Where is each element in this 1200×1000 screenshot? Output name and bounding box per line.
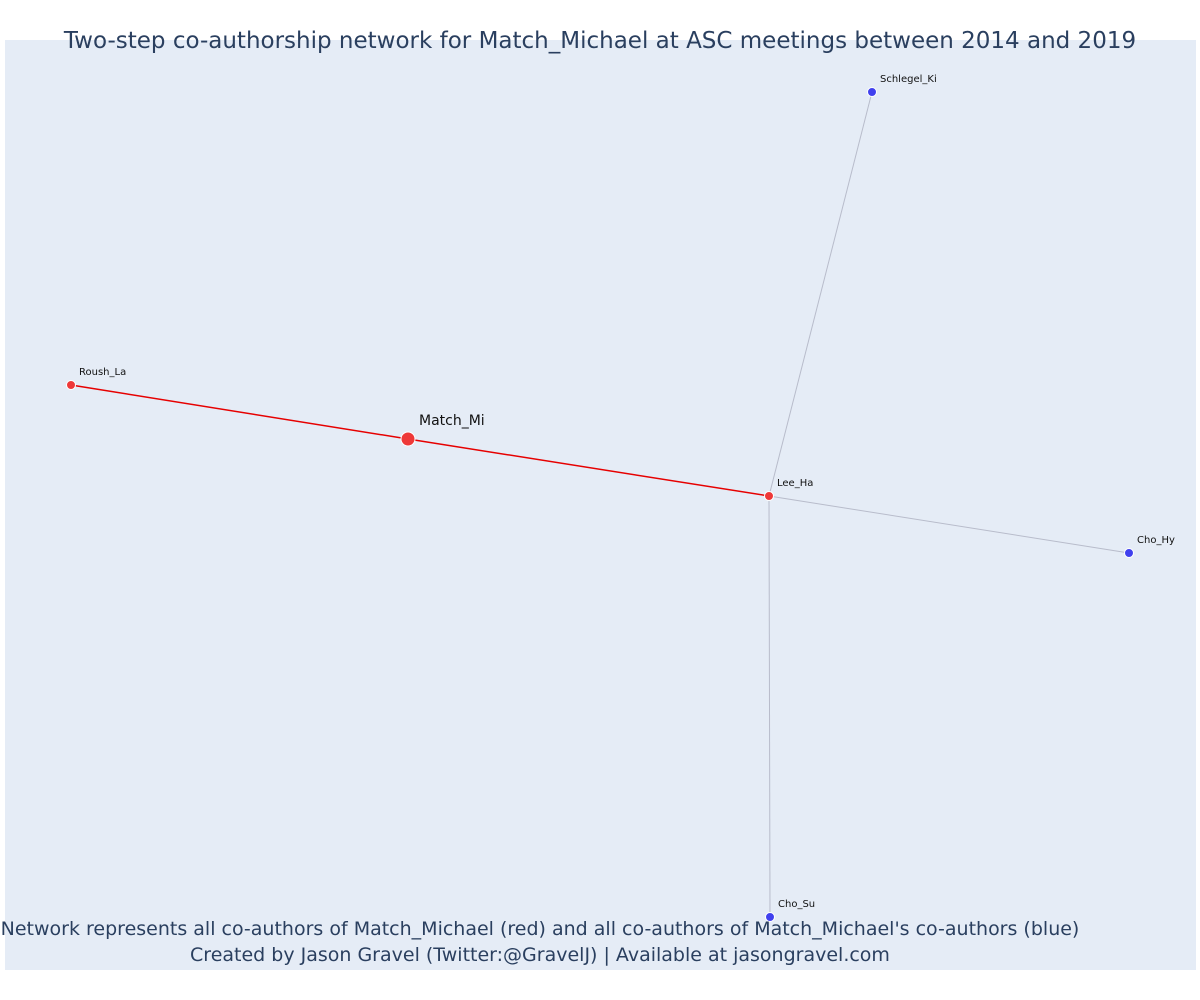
caption-line-2: Created by Jason Gravel (Twitter:@Gravel… [190,944,890,966]
edges-layer [70,91,1130,918]
diagram-title: Two-step co-authorship network for Match… [63,28,1137,54]
edge-Lee_Ha-Schlegel_Ki [768,91,873,497]
node-Cho_Hy[interactable] [1124,548,1134,558]
node-Match_Mi[interactable] [400,431,416,447]
node-Cho_Su[interactable] [765,912,775,922]
node-Roush_La[interactable] [66,380,76,390]
plot-area [5,40,1196,970]
edge-Roush_La-Match_Mi [70,384,409,440]
node-label-Lee_Ha: Lee_Ha [777,478,813,489]
node-label-Cho_Su: Cho_Su [778,899,815,910]
edge-Lee_Ha-Cho_Su [768,495,771,918]
labels-layer: Match_Mi Roush_La Lee_Ha Schlegel_Ki Cho_Hy C… [79,74,1175,910]
node-Schlegel_Ki[interactable] [867,87,877,97]
node-label-Schlegel_Ki: Schlegel_Ki [880,74,937,85]
node-Lee_Ha[interactable] [764,491,774,501]
caption-line-1: Network represents all co-authors of Mat… [0,918,1080,940]
nodes-layer [66,87,1134,922]
node-label-Cho_Hy: Cho_Hy [1137,535,1175,546]
node-label-Roush_La: Roush_La [79,367,126,378]
edge-Lee_Ha-Cho_Hy [768,495,1130,554]
node-label-Match_Mi: Match_Mi [419,413,485,429]
edge-Match_Mi-Lee_Ha [407,438,770,497]
